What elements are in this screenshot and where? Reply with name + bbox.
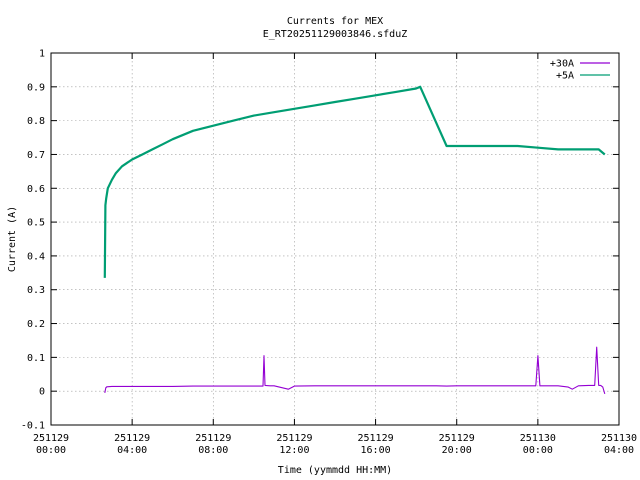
x-tick-time: 20:00 xyxy=(442,445,472,456)
series-line-1 xyxy=(103,85,606,278)
y-tick-label: 0.1 xyxy=(27,353,45,364)
y-tick-label: 1 xyxy=(39,49,45,60)
y-tick-label: 0.4 xyxy=(27,251,45,262)
y-tick-label: 0.8 xyxy=(27,116,45,127)
series-line-0 xyxy=(104,346,606,395)
x-tick-date: 251129 xyxy=(195,433,231,444)
y-tick-label: 0.6 xyxy=(27,184,45,195)
y-tick-label: 0.3 xyxy=(27,285,45,296)
grid xyxy=(51,53,619,425)
x-tick-date: 251129 xyxy=(114,433,150,444)
x-tick-date: 251129 xyxy=(358,433,394,444)
series-layer xyxy=(103,85,606,395)
x-tick-date: 251129 xyxy=(33,433,69,444)
chart-title: Currents for MEX xyxy=(287,16,383,27)
x-tick-time: 08:00 xyxy=(198,445,228,456)
y-axis-label: Current (A) xyxy=(7,206,18,272)
x-tick-time: 00:00 xyxy=(36,445,66,456)
y-tick-label: 0 xyxy=(39,387,45,398)
chart-subtitle: E_RT20251129003846.sfduZ xyxy=(263,29,408,40)
x-tick-date: 251130 xyxy=(520,433,556,444)
x-tick-time: 04:00 xyxy=(117,445,147,456)
y-tick-label: -0.1 xyxy=(21,421,45,432)
x-tick-date: 251129 xyxy=(439,433,475,444)
x-tick-time: 00:00 xyxy=(523,445,553,456)
legend-label: +5A xyxy=(556,71,574,82)
y-tick-label: 0.2 xyxy=(27,319,45,330)
x-tick-time: 04:00 xyxy=(604,445,634,456)
axis-ticks: -0.100.10.20.30.40.50.60.70.80.912511290… xyxy=(21,49,637,457)
x-axis-label: Time (yymmdd HH:MM) xyxy=(278,465,392,476)
y-tick-label: 0.5 xyxy=(27,218,45,229)
x-tick-time: 16:00 xyxy=(361,445,391,456)
legend: +30A+5A xyxy=(550,59,610,82)
plot-frame xyxy=(50,52,620,426)
y-tick-label: 0.9 xyxy=(27,82,45,93)
x-tick-date: 251129 xyxy=(276,433,312,444)
y-tick-label: 0.7 xyxy=(27,150,45,161)
legend-label: +30A xyxy=(550,59,574,70)
x-tick-date: 251130 xyxy=(601,433,637,444)
x-tick-time: 12:00 xyxy=(279,445,309,456)
